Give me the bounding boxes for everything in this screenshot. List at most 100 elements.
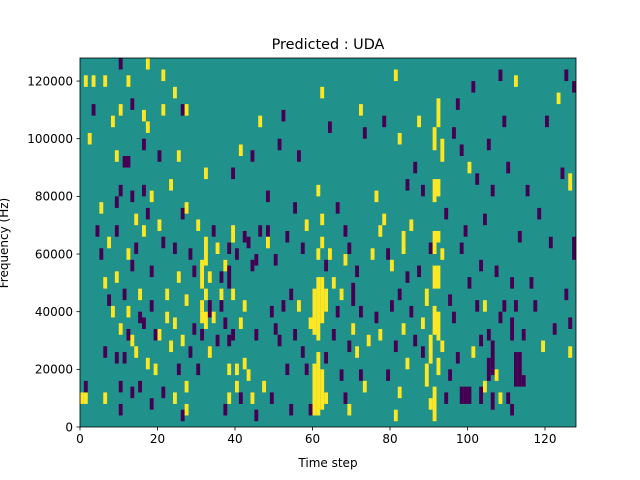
heatmap-cell xyxy=(126,248,131,260)
heatmap-cell xyxy=(436,179,441,197)
heatmap-cell xyxy=(417,115,422,128)
heatmap-cell xyxy=(138,380,143,393)
x-tick-label: 20 xyxy=(150,432,165,446)
heatmap-cell xyxy=(114,352,119,364)
heatmap-cell xyxy=(227,363,232,376)
heatmap-cell xyxy=(320,236,325,249)
heatmap-cell xyxy=(200,300,205,312)
heatmap-cell xyxy=(572,81,577,93)
heatmap-cell xyxy=(490,340,495,376)
heatmap-cell xyxy=(149,300,154,312)
heatmap-cell xyxy=(386,248,391,260)
heatmap-cell xyxy=(359,104,363,116)
heatmap-cell xyxy=(204,311,208,329)
y-tick-label: 60000 xyxy=(35,247,73,261)
heatmap-cell xyxy=(269,305,274,318)
heatmap-cell xyxy=(227,242,232,255)
heatmap-cell xyxy=(324,352,329,364)
heatmap-cell xyxy=(366,334,371,347)
heatmap-cell xyxy=(161,236,166,249)
heatmap-cell xyxy=(510,403,515,416)
heatmap-cell xyxy=(463,225,468,237)
x-tick-label: 80 xyxy=(382,432,397,446)
heatmap-cell xyxy=(479,386,484,404)
heatmap-cell xyxy=(514,300,518,312)
heatmap-cell xyxy=(157,219,162,231)
heatmap-cell xyxy=(564,69,569,82)
heatmap-cell xyxy=(359,305,363,318)
heatmap-cell xyxy=(455,98,460,110)
heatmap-cell xyxy=(126,75,131,87)
heatmap-cell xyxy=(142,225,146,237)
heatmap-cell xyxy=(432,265,437,289)
heatmap-cell xyxy=(188,248,193,260)
heatmap-cell xyxy=(180,207,185,220)
heatmap-cell xyxy=(320,277,325,324)
heatmap-cell xyxy=(498,392,503,404)
heatmap-cell xyxy=(343,392,348,404)
heatmap-cell xyxy=(316,184,321,197)
heatmap-cell xyxy=(293,328,298,341)
heatmap-cell xyxy=(300,242,305,255)
heatmap-cell xyxy=(514,75,518,87)
heatmap-cell xyxy=(118,184,123,197)
heatmap-cell xyxy=(467,277,472,289)
heatmap-cell xyxy=(238,317,243,329)
heatmap-cell xyxy=(250,150,255,162)
heatmap-cell xyxy=(556,92,561,105)
heatmap-cell xyxy=(231,225,236,243)
heatmap-cell xyxy=(320,213,325,226)
heatmap-cell xyxy=(122,156,127,168)
heatmap-cell xyxy=(405,357,410,370)
heatmap-cell xyxy=(467,386,472,404)
heatmap-cell xyxy=(498,311,503,324)
heatmap-cell xyxy=(424,363,429,387)
heatmap-cell xyxy=(510,277,515,289)
heatmap-cell xyxy=(390,300,394,312)
heatmap-cell xyxy=(324,288,329,312)
heatmap-cells xyxy=(80,58,577,422)
heatmap-cell xyxy=(312,288,317,335)
heatmap-cell xyxy=(541,340,546,353)
heatmap-cell xyxy=(312,363,317,416)
heatmap-cell xyxy=(471,81,476,93)
heatmap-cell xyxy=(405,179,410,191)
heatmap-cell xyxy=(118,104,123,116)
heatmap-cell xyxy=(118,403,123,416)
heatmap-cell xyxy=(374,190,379,203)
y-tick-label: 0 xyxy=(65,420,73,434)
heatmap-cell xyxy=(483,300,487,312)
heatmap-cell xyxy=(405,271,410,283)
heatmap-cell xyxy=(320,369,325,410)
heatmap-cell xyxy=(355,265,360,278)
heatmap-cell xyxy=(393,409,398,422)
heatmap-cell xyxy=(382,213,387,226)
heatmap-cell xyxy=(138,311,143,324)
heatmap-cell xyxy=(223,259,228,272)
heatmap-cell xyxy=(142,317,146,329)
heatmap-cell xyxy=(273,323,278,335)
heatmap-cell xyxy=(440,138,445,162)
heatmap-cell xyxy=(142,138,146,151)
heatmap-cell xyxy=(514,352,518,387)
heatmap-cell xyxy=(80,392,84,404)
heatmap-cell xyxy=(246,369,251,381)
heatmap-cell xyxy=(231,328,236,341)
heatmap-cell xyxy=(145,121,150,133)
heatmap-cell xyxy=(413,334,418,347)
heatmap-cell xyxy=(126,156,131,168)
heatmap-cell xyxy=(409,219,414,231)
heatmap-cell xyxy=(219,271,224,283)
heatmap-cell xyxy=(126,305,131,318)
heatmap-cell xyxy=(316,352,321,416)
heatmap-cell xyxy=(122,352,127,364)
x-tick-label: 0 xyxy=(76,432,84,446)
heatmap-cell xyxy=(428,398,433,410)
heatmap-cell xyxy=(502,300,507,312)
heatmap-cell xyxy=(308,403,313,416)
heatmap-cell xyxy=(386,369,391,381)
heatmap-cell xyxy=(130,190,135,203)
y-tick-label: 40000 xyxy=(35,305,73,319)
heatmap-cell xyxy=(176,363,181,376)
